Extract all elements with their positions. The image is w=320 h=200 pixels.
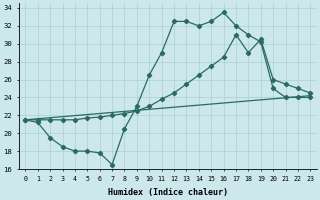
X-axis label: Humidex (Indice chaleur): Humidex (Indice chaleur): [108, 188, 228, 197]
